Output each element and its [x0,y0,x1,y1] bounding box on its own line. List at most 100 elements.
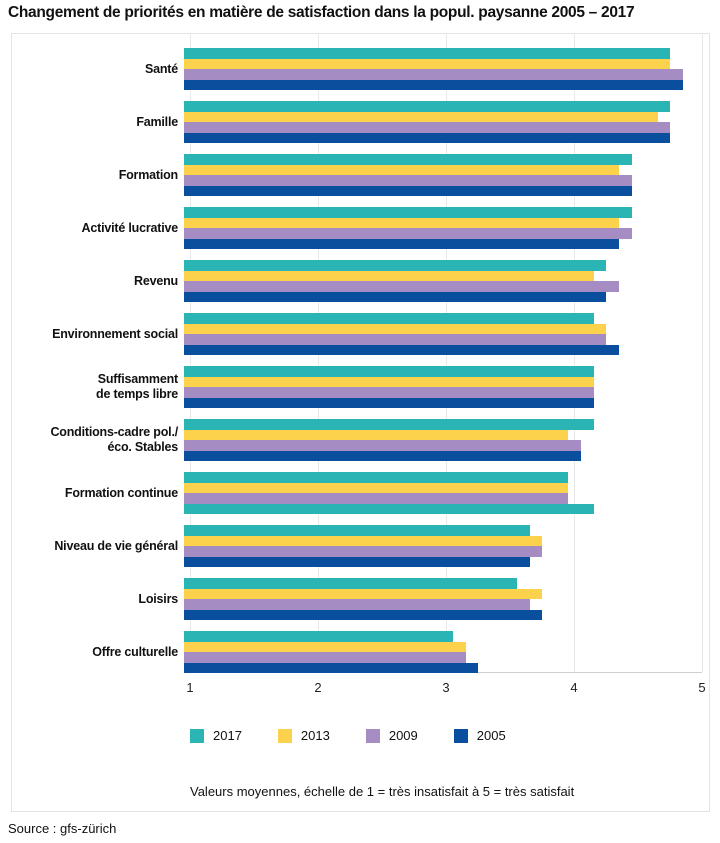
bar-2013 [184,482,568,493]
bar-2009 [184,334,607,345]
category-label: Offre culturelle [12,631,184,673]
bar-2013 [184,270,594,281]
bar-group [184,366,696,408]
category-label-line: éco. Stables [107,440,178,454]
category-label: Conditions-cadre pol./éco. Stables [12,419,184,461]
legend-swatch [365,728,380,743]
bar-2013 [184,111,658,122]
bar-2009 [184,652,466,663]
category-label: Activité lucrative [12,207,184,249]
category-label-line: Formation continue [64,485,178,500]
bar-group [184,154,696,196]
bar-2005 [184,450,581,461]
legend-swatch [277,728,292,743]
chart-title: Changement de priorités en matière de sa… [8,4,635,21]
chart-row: Suffisamment de temps libre [12,366,702,408]
bar-group [184,260,696,302]
bar-group [184,207,696,249]
legend-label: 2009 [388,728,418,743]
category-label-line: Conditions-cadre pol./ [50,425,178,439]
bar-2017 [184,419,594,430]
category-label-line: de temps libre [96,387,178,401]
bar-group [184,101,696,143]
chart-row: Santé [12,48,702,90]
bar-2017 [184,472,568,483]
bar-2005 [184,344,620,355]
category-label-line: Famille [136,114,178,129]
bar-2005 [184,185,632,196]
category-label-line: Activité lucrative [81,220,179,235]
legend-item-2005: 2005 [453,728,506,743]
bar-2017 [184,525,530,536]
x-tick-label: 4 [570,680,578,695]
chart-row: Famille [12,101,702,143]
bar-2005 [184,132,671,143]
legend-swatch [190,728,204,743]
bar-2017 [184,48,671,59]
legend-label: 2017 [213,728,242,743]
legend-label: 2005 [476,728,506,743]
bar-2013 [184,164,620,175]
bar-2013 [184,323,607,334]
bar-2009 [184,546,543,557]
bar-2009 [184,69,684,80]
bar-2009 [184,387,594,398]
category-label-line: Revenu [134,273,178,288]
x-axis-ticks: 1 2 3 4 5 [186,680,705,696]
bar-2005 [184,238,620,249]
bar-2009 [184,599,530,610]
legend-item-2013: 2013 [277,728,330,743]
category-label-line: Niveau de vie général [54,538,178,553]
bar-2017 [184,154,632,165]
bar-group [184,631,696,673]
bar-2017 [184,313,594,324]
category-label: Revenu [12,260,184,302]
legend-swatch [453,728,468,743]
bar-2005 [184,503,594,514]
chart-row: Niveau de vie général [12,525,702,567]
bar-2013 [184,376,594,387]
legend-item-2017: 2017 [190,728,242,743]
category-label: Santé [12,48,184,90]
bar-2017 [184,101,671,112]
bar-2013 [184,588,543,599]
bar-2009 [184,493,568,504]
gridline [702,34,703,672]
category-label: Niveau de vie général [12,525,184,567]
bar-2005 [184,556,530,567]
category-label: Environnement social [12,313,184,355]
bar-group [184,525,696,567]
bar-2017 [184,366,594,377]
bar-2013 [184,58,671,69]
category-label-line: Loisirs [138,591,178,606]
bar-2009 [184,281,620,292]
chart-row: Loisirs [12,578,702,620]
bar-group [184,313,696,355]
bar-2005 [184,609,543,620]
bar-2009 [184,440,581,451]
source-caption: Source : gfs-zürich [8,821,117,836]
bar-group [184,48,696,90]
bar-2013 [184,641,466,652]
chart-row: Environnement social [12,313,702,355]
category-label-line: Formation [118,167,179,182]
bar-2017 [184,578,517,589]
scale-note: Valeurs moyennes, échelle de 1 = très in… [190,784,575,799]
legend-item-2009: 2009 [365,728,418,743]
bar-2005 [184,397,594,408]
bar-group [184,578,696,620]
bar-2005 [184,662,479,673]
chart-row: Conditions-cadre pol./éco. Stables [12,419,702,461]
bar-2013 [184,217,620,228]
bar-2017 [184,631,453,642]
category-label: Suffisamment de temps libre [12,366,184,408]
chart-panel: 1 2 3 4 5 2017 2013 2009 2005 Valeurs moyennes,… [11,33,710,812]
category-label-line: Offre culturelle [92,644,178,659]
bar-2009 [184,175,632,186]
legend-label: 2013 [300,728,330,743]
chart-row: Formation continue [12,472,702,514]
bar-2013 [184,535,543,546]
bar-2005 [184,79,684,90]
chart-row: Activité lucrative [12,207,702,249]
